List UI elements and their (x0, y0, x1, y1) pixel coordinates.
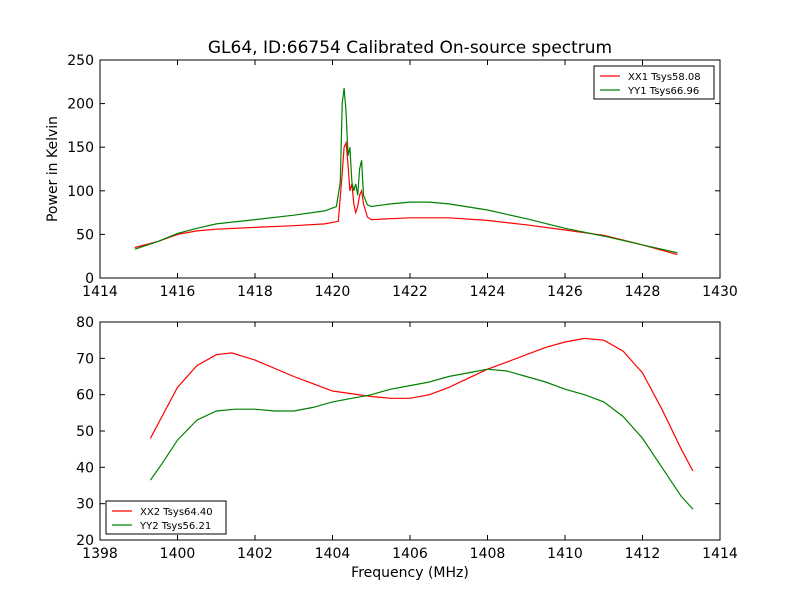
top-legend-label-2: YY1 Tsys66.96 (627, 86, 699, 97)
top-x-tick-label: 1422 (392, 284, 428, 300)
top-y-tick-label: 50 (76, 227, 94, 243)
top-panel: GL64, ID:66754 Calibrated On-source spec… (45, 38, 738, 300)
top-plot-area: 1414 1416 1418 1420 1422 1424 1426 1428 1430 0 50 1… (67, 53, 738, 300)
bottom-legend-label-2: YY2 Tsys56.21 (139, 521, 211, 532)
bottom-y-tick-label: 50 (76, 424, 94, 440)
bottom-y-tick-label: 40 (76, 460, 94, 476)
top-legend-label-1: XX1 Tsys58.08 (628, 72, 701, 83)
top-y-tick-label: 0 (85, 271, 94, 287)
top-y-tick-label: 250 (67, 53, 94, 69)
top-y-tick-label: 150 (67, 140, 94, 156)
bottom-y-tick-label: 60 (76, 388, 94, 404)
bottom-x-tick-label: 1408 (470, 546, 506, 562)
bottom-y-tick-label: 80 (76, 315, 94, 331)
top-series-line-1 (134, 140, 678, 256)
top-series-line-2 (134, 87, 678, 254)
bottom-legend-box (105, 500, 227, 535)
bottom-legend: XX2 Tsys64.40 YY2 Tsys56.21 (105, 500, 227, 535)
bottom-x-axis-label: Frequency (MHz) (351, 565, 469, 581)
bottom-x-tick-label: 1400 (160, 546, 196, 562)
top-y-tick-label: 100 (67, 184, 94, 200)
bottom-x-tick-label: 1410 (547, 546, 583, 562)
top-x-tick-label: 1424 (470, 284, 506, 300)
bottom-x-tick-label: 1406 (392, 546, 428, 562)
top-x-tick-label: 1426 (547, 284, 583, 300)
top-x-tick-label: 1414 (82, 284, 118, 300)
top-x-tick-label: 1428 (625, 284, 661, 300)
bottom-series-line-1 (149, 337, 694, 472)
top-x-tick-label: 1420 (315, 284, 351, 300)
bottom-x-tick-label: 1398 (82, 546, 118, 562)
bottom-plot-area: 1398 1400 1402 1404 1406 1408 1410 1412 1414 20 30… (76, 315, 738, 562)
top-y-tick-label: 200 (67, 97, 94, 113)
bottom-x-tick-label: 1414 (702, 546, 738, 562)
top-x-tick-label: 1418 (237, 284, 273, 300)
top-legend: XX1 Tsys58.08 YY1 Tsys66.96 (593, 65, 715, 100)
bottom-legend-label-1: XX2 Tsys64.40 (140, 507, 213, 518)
top-y-axis-label: Power in Kelvin (45, 116, 61, 222)
top-x-tick-label: 1430 (702, 284, 738, 300)
chart-title: GL64, ID:66754 Calibrated On-source spec… (208, 38, 612, 58)
bottom-series-line-2 (149, 368, 694, 510)
bottom-panel: Frequency (MHz) 1398 1400 1402 1404 1406 1408… (76, 315, 738, 581)
bottom-x-tick-label: 1404 (315, 546, 351, 562)
top-legend-box (593, 65, 715, 100)
bottom-y-tick-label: 70 (76, 351, 94, 367)
bottom-y-tick-label: 30 (76, 497, 94, 513)
bottom-x-tick-label: 1402 (237, 546, 273, 562)
bottom-y-tick-label: 20 (76, 533, 94, 549)
top-x-tick-label: 1416 (160, 284, 196, 300)
bottom-x-tick-label: 1412 (625, 546, 661, 562)
